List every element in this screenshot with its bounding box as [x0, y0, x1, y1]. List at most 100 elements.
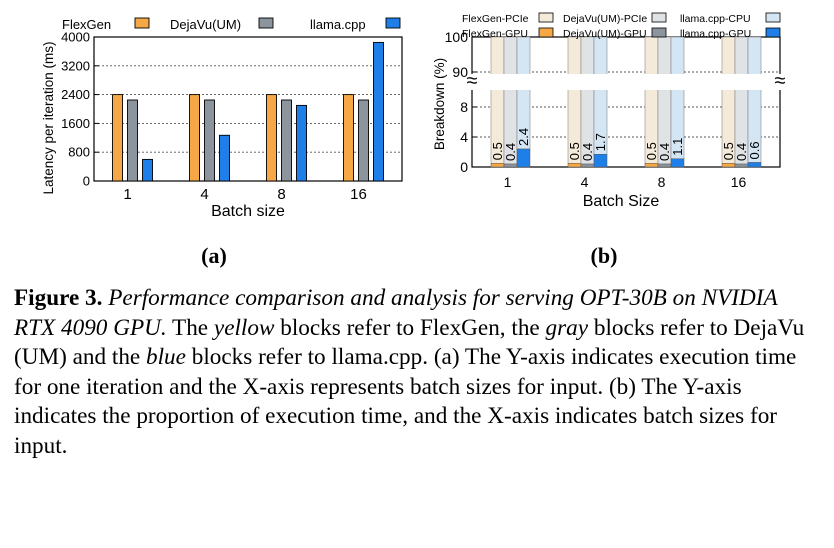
- chart-a-bar: [142, 158, 153, 182]
- chart-a-bars: [112, 41, 384, 182]
- chart-a-x-tick-label: 8: [277, 186, 285, 203]
- chart-a-bar: [127, 99, 138, 182]
- chart-a-frame: [93, 36, 403, 182]
- chart-b-legend-label: llama.cpp-GPU: [680, 28, 751, 40]
- chart-b-y-tick-label: 0: [460, 159, 468, 175]
- chart-b-bar-value-label: 0.5: [644, 142, 659, 160]
- chart-a-bar: [204, 99, 215, 182]
- chart-b-legend-swatch: [765, 27, 781, 38]
- chart-b-y-axis-label: Breakdown (%): [432, 58, 447, 150]
- chart-b-axis-break: ≈ ≈: [467, 70, 786, 92]
- chart-b-x-axis-label: Batch Size: [583, 193, 660, 210]
- caption-word-yellow: yellow: [213, 314, 275, 341]
- chart-b-bar-gpu-segment: [644, 163, 659, 168]
- chart-b-y-tick-label: 4: [460, 129, 468, 145]
- chart-b-bar-gpu-segment: [567, 163, 582, 168]
- chart-a-y-tick-label: 0: [83, 174, 90, 189]
- chart-b-bar-value-label: 0.5: [567, 142, 582, 160]
- caption-text-1: The: [172, 314, 209, 341]
- chart-a-bar: [358, 99, 369, 182]
- chart-a-bar: [281, 99, 292, 182]
- chart-a-y-tick-label: 800: [68, 145, 90, 160]
- chart-b-x-tick-label: 16: [731, 174, 747, 190]
- chart-a-bar: [219, 134, 230, 182]
- chart-b-y-tick-label: 100: [445, 29, 469, 45]
- chart-b-bar-value-label: 1.1: [670, 138, 685, 156]
- chart-b-bar-value-label: 1.7: [593, 133, 608, 151]
- chart-b-x-ticks: 1 4 8 16: [504, 174, 747, 190]
- chart-b-bars: 0.50.42.40.50.41.7 0.50.41.1 0.50.40.6: [490, 36, 762, 168]
- caption-word-gray: gray: [545, 314, 589, 341]
- figure-caption: Figure 3. Performance comparison and ana…: [14, 284, 822, 461]
- chart-b-bar-gpu-segment: [721, 163, 736, 168]
- chart-a-legend: FlexGen DejaVu(UM) llama.cpp: [62, 17, 401, 32]
- chart-b-bar-value-label: 0.4: [657, 143, 672, 161]
- chart-b-legend: FlexGen-PCIe FlexGen-GPU DejaVu(UM)-PCIe De…: [462, 12, 781, 40]
- chart-b-legend-label: DejaVu(UM)-GPU: [563, 28, 647, 40]
- caption-text-3: blocks refer to DejaVu (UM) and the: [14, 314, 805, 371]
- chart-b-x-tick-label: 8: [658, 174, 666, 190]
- chart-b-x-tick-label: 4: [581, 174, 589, 190]
- chart-a-bar: [112, 94, 123, 182]
- chart-b-bar-value-label: 0.5: [490, 142, 505, 160]
- chart-b-break-gap: [469, 74, 783, 90]
- chart-a-x-tick-label: 1: [123, 186, 131, 203]
- panel-label-a: (a): [201, 243, 227, 268]
- figure-3-charts: 0 800 1600 2400 3200 4000 1 4 8 16 Latency per i…: [41, 12, 786, 268]
- chart-b-bar-value-label: 2.4: [516, 128, 531, 146]
- chart-b-bar-gpu-segment: [580, 163, 595, 168]
- chart-b-bar-value-label: 0.4: [580, 143, 595, 161]
- chart-b-bar-gpu-segment: [734, 163, 749, 168]
- chart-a-x-axis-label: Batch size: [211, 203, 285, 220]
- chart-a-bar: [343, 94, 354, 182]
- chart-b-legend-label: llama.cpp-CPU: [680, 13, 751, 25]
- chart-a-x-ticks: 1 4 8 16: [123, 186, 367, 203]
- caption-text-2: blocks refer to FlexGen, the: [280, 314, 540, 341]
- chart-a-y-tick-label: 4000: [61, 30, 90, 45]
- caption-title: Performance comparison and analysis for …: [14, 285, 778, 341]
- chart-b-bar-gpu-segment: [657, 163, 672, 168]
- chart-a-bar: [373, 41, 384, 182]
- chart-b-y-tick-label: 90: [452, 64, 468, 80]
- chart-a-y-tick-label: 1600: [61, 116, 90, 131]
- chart-a-y-tick-label: 2400: [61, 87, 90, 102]
- chart-b-legend-swatch: [765, 12, 781, 23]
- chart-a-legend-label: FlexGen: [62, 17, 111, 32]
- chart-b-bar-gpu-segment: [490, 163, 505, 168]
- chart-a-bar: [189, 94, 200, 182]
- chart-b-legend-swatch: [538, 27, 554, 38]
- chart-b-x-tick-label: 1: [504, 174, 512, 190]
- chart-b-legend-label: DejaVu(UM)-PCIe: [563, 13, 647, 25]
- chart-b-legend-label: FlexGen-GPU: [462, 28, 528, 40]
- chart-b-bar-gpu-segment: [593, 154, 608, 168]
- chart-a-x-tick-label: 4: [200, 186, 208, 203]
- chart-a-legend-label: DejaVu(UM): [170, 17, 241, 32]
- caption-word-blue: blue: [146, 344, 186, 370]
- chart-b-bar-value-label: 0.6: [747, 141, 762, 159]
- chart-a-legend-swatch: [258, 17, 274, 29]
- chart-b-break-mark-right: ≈: [775, 70, 786, 92]
- chart-a-y-axis-label: Latency per iteration (ms): [41, 41, 56, 194]
- chart-b-break-mark-left: ≈: [467, 70, 478, 92]
- chart-a-legend-swatch: [134, 17, 150, 29]
- chart-b-bar-gpu-segment: [670, 158, 685, 168]
- chart-b-legend-swatch: [538, 12, 554, 23]
- chart-b-bar-gpu-segment: [516, 148, 531, 168]
- panel-label-b: (b): [591, 243, 618, 268]
- chart-a-x-tick-label: 16: [350, 186, 367, 203]
- caption-text-4: blocks refer to llama.cpp. (a) The Y-axi…: [14, 344, 797, 459]
- chart-b-bar-gpu-segment: [503, 163, 518, 168]
- chart-a-legend-swatch: [385, 17, 401, 29]
- chart-a-y-tick-label: 3200: [61, 58, 90, 73]
- chart-a-latency: 0 800 1600 2400 3200 4000 1 4 8 16 Latency per i…: [41, 17, 403, 220]
- chart-b-legend-swatch: [651, 12, 667, 23]
- chart-b-legend-swatch: [651, 27, 667, 38]
- chart-b-bar-value-label: 0.4: [503, 143, 518, 161]
- chart-b-legend-label: FlexGen-PCIe: [462, 13, 529, 25]
- chart-b-breakdown: 0.50.42.40.50.41.7 0.50.41.1 0.50.40.6 ≈ ≈ …: [432, 12, 786, 210]
- chart-a-bar: [296, 104, 307, 182]
- chart-b-frame: [471, 36, 781, 168]
- caption-figure-label: Figure 3.: [14, 285, 103, 311]
- chart-a-gridlines: [94, 65, 402, 153]
- chart-a-legend-label: llama.cpp: [310, 17, 366, 32]
